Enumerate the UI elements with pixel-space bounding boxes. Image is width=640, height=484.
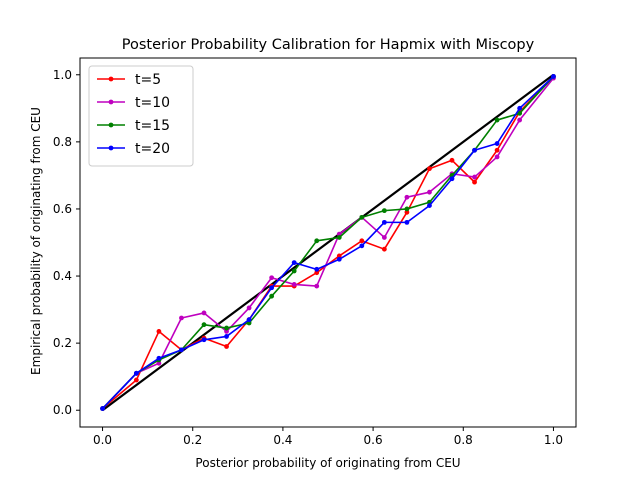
series-1-point	[291, 282, 297, 287]
series-2-point	[291, 268, 297, 274]
reference-diagonal-line	[101, 73, 555, 412]
axes-frame	[79, 57, 577, 428]
legend-label-2: t=15	[135, 118, 170, 134]
series-3-point	[224, 334, 229, 339]
series-1-point	[156, 360, 162, 366]
series-1-point	[314, 283, 320, 289]
x-tick-label: 0.6	[364, 433, 383, 447]
series-1-point	[381, 235, 387, 240]
series-3-point	[494, 141, 500, 146]
series-3-point	[179, 347, 184, 353]
legend: t=5 t=10 t=15 t=20	[88, 65, 194, 167]
x-tick-label: 0.8	[454, 433, 473, 447]
legend-marker-1	[108, 99, 114, 105]
series-1-point	[404, 194, 410, 200]
series-2-point	[404, 206, 410, 212]
series-0-point	[381, 246, 387, 252]
y-tick-label: 0.0	[53, 403, 72, 417]
series-3-point	[269, 285, 275, 291]
series-3-point	[404, 219, 410, 225]
y-tick-label: 0.2	[53, 336, 72, 350]
series-3-point	[100, 406, 105, 411]
series-0-point	[314, 270, 320, 276]
y-tick-label: 0.8	[53, 135, 72, 149]
x-axis-label: Posterior probability of originating fro…	[195, 456, 460, 470]
series-0-point	[404, 209, 410, 215]
series-0-point	[494, 147, 500, 153]
series-3-point	[291, 260, 297, 266]
series-3-point	[517, 105, 523, 111]
y-tick-label: 1.0	[53, 68, 72, 82]
y-tick-label: 0.6	[53, 202, 72, 216]
series-0-point	[336, 253, 342, 259]
axes: 0.0 0.2 0.4 0.6 0.8 1.0 0.0 0.2 0.4 0.6 0.8 1.0	[53, 57, 577, 447]
x-tick-label: 0.2	[183, 433, 202, 447]
series-2-point	[336, 235, 342, 240]
series-1-point	[472, 174, 477, 180]
series-1-point	[246, 305, 252, 311]
series-3-point	[246, 317, 252, 323]
series-2-point	[246, 320, 252, 326]
series-0-point	[224, 344, 229, 349]
series-3-point	[314, 266, 320, 272]
series-0-point	[156, 328, 162, 334]
series-1-point	[224, 328, 229, 334]
series-2-point	[269, 293, 275, 299]
x-tick-label: 0.4	[273, 433, 292, 447]
series-3-point	[359, 243, 365, 249]
y-tick-label: 0.4	[53, 269, 72, 283]
x-tick-label: 1.0	[544, 433, 563, 447]
series-3-point	[336, 256, 342, 262]
series-1-point	[269, 275, 275, 281]
series-3-point	[201, 337, 207, 343]
legend-marker-0	[108, 76, 114, 82]
plot-area	[100, 73, 556, 412]
series-1-point	[517, 117, 523, 123]
series-1-point	[427, 189, 432, 195]
legend-label-0: t=5	[135, 72, 161, 88]
series-0-point	[133, 377, 139, 383]
series-1-point	[494, 154, 500, 160]
series-1-point	[336, 231, 342, 237]
series-0-point	[472, 179, 477, 185]
series-3-point	[156, 355, 162, 361]
series-2-point	[494, 117, 500, 123]
x-tick-label: 0.0	[93, 433, 112, 447]
y-axis-label: Empirical probability of originating fro…	[29, 107, 43, 375]
series-2-point	[314, 238, 320, 244]
legend-label-3: t=20	[135, 141, 170, 157]
series-line-1	[101, 77, 555, 410]
series-3-point	[449, 176, 455, 182]
series-2-point	[381, 208, 387, 214]
series-3-point	[551, 74, 556, 79]
series-3-point	[133, 370, 139, 376]
series-2-point	[224, 325, 229, 331]
legend-marker-2	[108, 122, 114, 128]
series-3-point	[427, 203, 432, 209]
chart-title: Posterior Probability Calibration for Ha…	[122, 37, 535, 53]
series-1-point	[179, 315, 184, 321]
series-2-point	[201, 322, 207, 328]
series-3-point	[472, 147, 477, 153]
legend-box	[88, 65, 194, 167]
series-0-point	[449, 157, 455, 163]
series-2-point	[359, 214, 365, 220]
series-1-point	[201, 310, 207, 316]
series-0-point	[427, 166, 432, 172]
series-0-point	[359, 238, 365, 244]
series-2-point	[517, 110, 523, 116]
series-line-3	[101, 75, 554, 410]
series-3-point	[381, 219, 387, 225]
legend-marker-3	[108, 145, 114, 151]
legend-label-1: t=10	[135, 95, 170, 111]
